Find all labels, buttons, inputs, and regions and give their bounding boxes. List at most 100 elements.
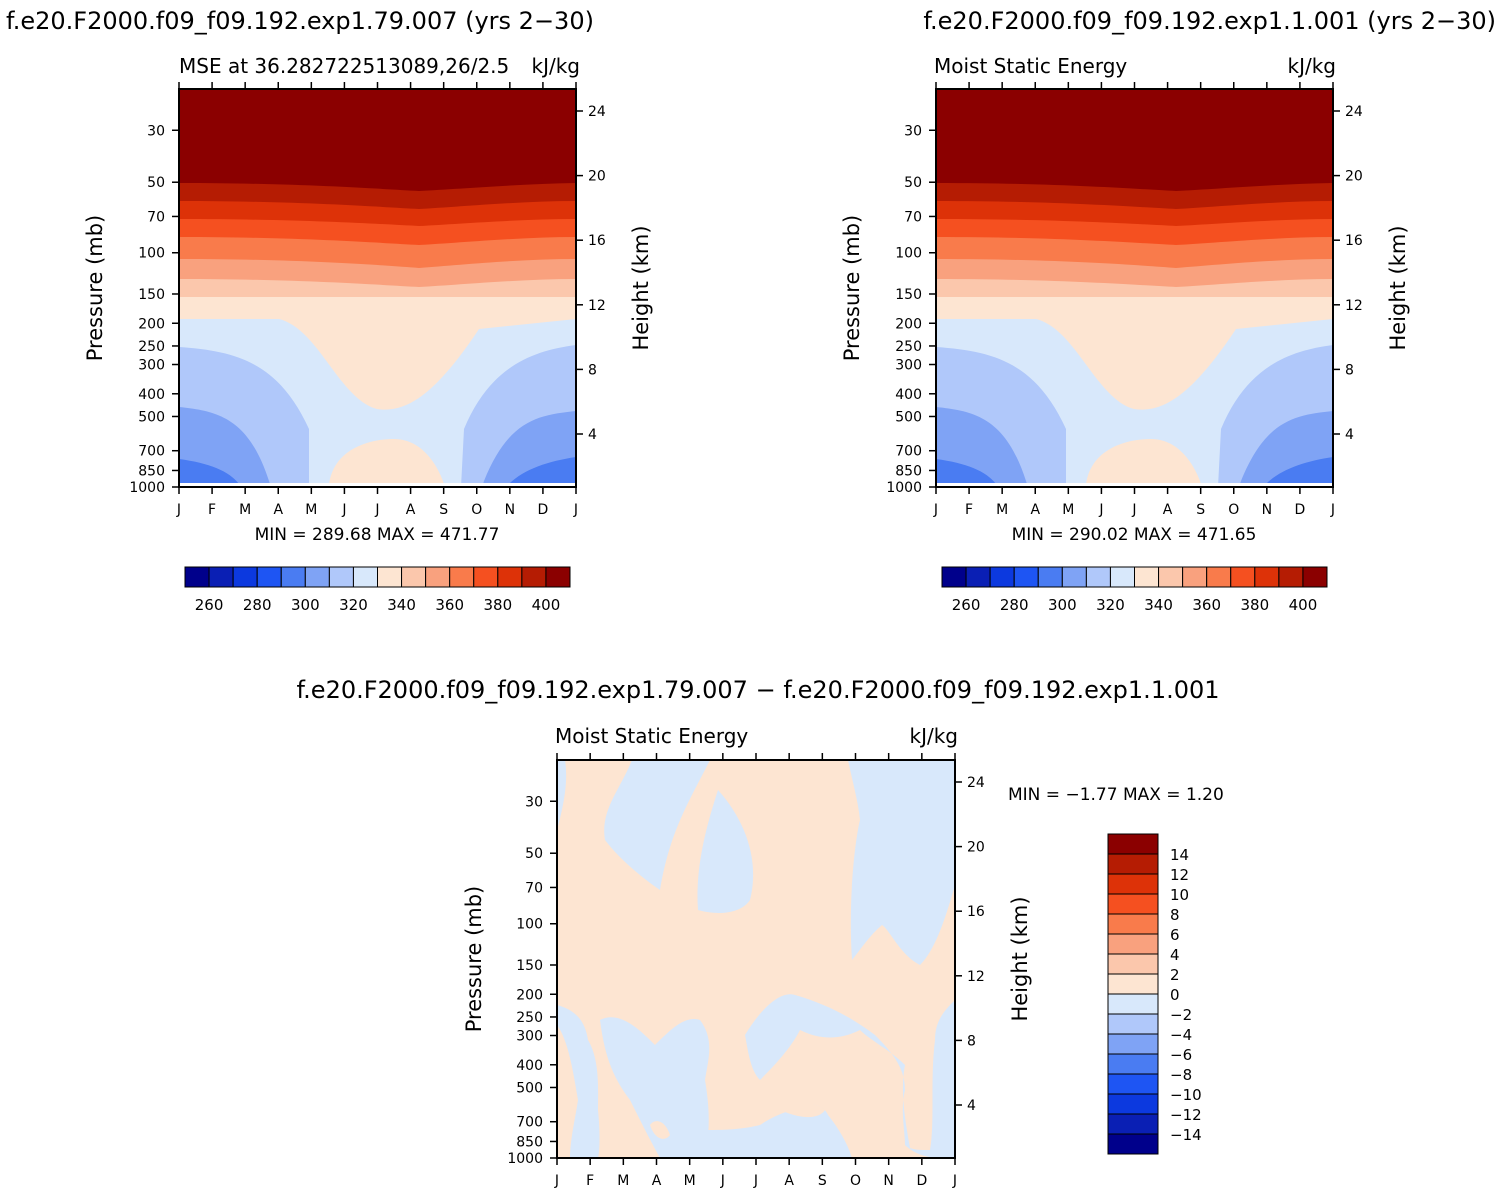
colorbar-diff-label: −2 bbox=[1170, 1006, 1192, 1024]
panel-a-pressure-label: 1000 bbox=[129, 480, 165, 496]
panel-b-month-label: J bbox=[1131, 502, 1136, 518]
colorbar-a-swatch bbox=[449, 566, 475, 588]
colorbar-b-swatch bbox=[1278, 566, 1304, 588]
panel-a-ylabel: Pressure (mb) bbox=[83, 215, 107, 362]
colorbar-a-label: 300 bbox=[291, 596, 320, 614]
panel-c-units: kJ/kg bbox=[910, 724, 959, 748]
diff-negative-jun-pocket bbox=[697, 790, 754, 913]
panel-c-ylabel-right: Height (km) bbox=[1008, 896, 1032, 1021]
right-run-title: f.e20.F2000.f09_f09.192.exp1.1.001 (yrs … bbox=[923, 7, 1496, 35]
colorbar-a-label: 400 bbox=[532, 596, 561, 614]
colorbar-b-swatch bbox=[941, 566, 967, 588]
colorbar-b-swatch bbox=[989, 566, 1015, 588]
colorbar-b-swatch bbox=[1109, 566, 1135, 588]
diff-negative-top-left bbox=[557, 760, 567, 830]
panel-a-pressure-label: 150 bbox=[138, 287, 165, 303]
colorbar-diff-label: 6 bbox=[1170, 926, 1180, 944]
panel-c: Moist Static Energy kJ/kg MIN = −1.77 MA… bbox=[462, 724, 1224, 1159]
panel-a-month-label: A bbox=[273, 502, 283, 518]
panel-b-month-label: N bbox=[1262, 502, 1272, 518]
panel-c-minmax: MIN = −1.77 MAX = 1.20 bbox=[1008, 785, 1224, 805]
colorbar-a-swatch bbox=[256, 566, 282, 588]
colorbar-b-swatch bbox=[1302, 566, 1328, 588]
panel-a-month-label: M bbox=[239, 502, 251, 518]
colorbar-a-swatch bbox=[328, 566, 354, 588]
panel-b-month-label: F bbox=[965, 502, 973, 518]
colorbar-b-swatch bbox=[1158, 566, 1184, 588]
panel-a-month-label: A bbox=[406, 502, 416, 518]
panel-a-units: kJ/kg bbox=[532, 54, 581, 78]
panel-b-height-label: 4 bbox=[1345, 427, 1354, 443]
panel-b-pressure-label: 400 bbox=[895, 387, 922, 403]
panel-a-pressure-label: 250 bbox=[138, 339, 165, 355]
panel-c-pressure-label: 150 bbox=[516, 958, 543, 974]
panel-b-month-label: J bbox=[1330, 502, 1335, 518]
panel-a-month-label: S bbox=[439, 502, 448, 518]
panel-c-month-label: M bbox=[684, 1173, 696, 1189]
colorbar-diff-label: −10 bbox=[1170, 1086, 1202, 1104]
panel-b-subtitle: Moist Static Energy bbox=[934, 54, 1127, 78]
colorbar-b-swatch bbox=[1230, 566, 1256, 588]
panel-c-pressure-label: 300 bbox=[516, 1029, 543, 1045]
panel-c-month-label: O bbox=[850, 1173, 861, 1189]
panel-c-month-label: S bbox=[818, 1173, 827, 1189]
panel-b-pressure-label: 250 bbox=[895, 339, 922, 355]
panel-a-height-label: 4 bbox=[588, 427, 597, 443]
colorbar-a-swatch bbox=[521, 566, 547, 588]
panel-a-month-label: N bbox=[505, 502, 515, 518]
panel-a-pressure-label: 200 bbox=[138, 316, 165, 332]
panel-c-month-label: D bbox=[916, 1173, 927, 1189]
colorbar-b-swatch bbox=[1037, 566, 1063, 588]
panel-c-height-label: 12 bbox=[967, 969, 985, 985]
colorbar-diff-label: 0 bbox=[1170, 986, 1180, 1004]
panel-b-pressure-label: 500 bbox=[895, 409, 922, 425]
panel-b-height-label: 8 bbox=[1345, 362, 1354, 378]
panel-b-month-label: J bbox=[1098, 502, 1103, 518]
colorbar-a-swatch bbox=[208, 566, 234, 588]
colorbar-diff-swatch bbox=[1107, 893, 1159, 915]
panel-c-pressure-label: 100 bbox=[516, 917, 543, 933]
colorbar-diff-swatch bbox=[1107, 1113, 1159, 1135]
panel-a-pressure-label: 700 bbox=[138, 444, 165, 460]
panel-c-height-label: 16 bbox=[967, 904, 985, 920]
diff-positive-aug-blob bbox=[785, 1104, 825, 1118]
panel-c-month-label: A bbox=[784, 1173, 794, 1189]
colorbar-diff-label: 12 bbox=[1170, 866, 1189, 884]
colorbar-b-label: 360 bbox=[1192, 596, 1221, 614]
colorbar-b-swatch bbox=[1182, 566, 1208, 588]
panel-c-month-label: J bbox=[753, 1173, 758, 1189]
colorbar-b-swatch bbox=[1013, 566, 1039, 588]
colorbar-a-swatch bbox=[425, 566, 451, 588]
diff-negative-lower-left bbox=[557, 1005, 600, 1158]
panel-b-height-label: 16 bbox=[1345, 233, 1363, 249]
left-run-title: f.e20.F2000.f09_f09.192.exp1.79.007 (yrs… bbox=[6, 7, 594, 35]
panel-b-ylabel: Pressure (mb) bbox=[840, 215, 864, 362]
panel-a-month-label: O bbox=[471, 502, 482, 518]
colorbar-diff-label: −8 bbox=[1170, 1066, 1192, 1084]
colorbar-diff-swatch bbox=[1107, 953, 1159, 975]
panel-c-height-label: 24 bbox=[967, 775, 985, 791]
panel-c-pressure-label: 400 bbox=[516, 1058, 543, 1074]
panel-b-units: kJ/kg bbox=[1288, 54, 1337, 78]
colorbar-a-swatch bbox=[473, 566, 499, 588]
colorbar-a-swatch bbox=[497, 566, 523, 588]
panel-b: Moist Static Energy kJ/kg MIN = 290.02 M… bbox=[840, 54, 1410, 545]
colorbar-diff-swatch bbox=[1107, 1133, 1159, 1155]
colorbar-diff-label: 4 bbox=[1170, 946, 1180, 964]
panel-b-pressure-label: 50 bbox=[904, 175, 922, 191]
colorbar-diff-swatch bbox=[1107, 853, 1159, 875]
panel-b-height-label: 12 bbox=[1345, 298, 1363, 314]
diff-negative-lower-right bbox=[745, 994, 955, 1158]
colorbar-diff-swatch bbox=[1107, 973, 1159, 995]
colorbar-diff-swatch bbox=[1107, 993, 1159, 1015]
panel-a-minmax: MIN = 289.68 MAX = 471.77 bbox=[255, 525, 500, 545]
panel-c-pressure-label: 250 bbox=[516, 1010, 543, 1026]
panel-c-height-label: 20 bbox=[967, 840, 985, 856]
colorbar-a-swatch bbox=[545, 566, 571, 588]
panel-c-pressure-label: 1000 bbox=[507, 1151, 543, 1167]
colorbar-a-swatch bbox=[304, 566, 330, 588]
panel-a-pressure-label: 100 bbox=[138, 246, 165, 262]
panel-c-pressure-label: 850 bbox=[516, 1134, 543, 1150]
colorbar-a-label: 380 bbox=[483, 596, 512, 614]
